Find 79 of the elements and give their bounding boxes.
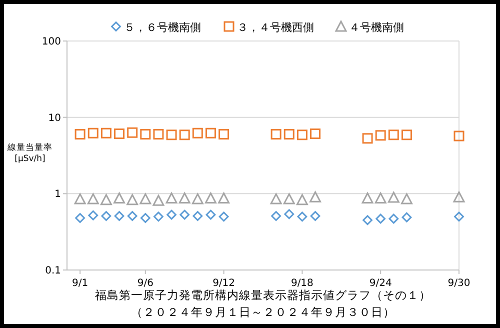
legend-label: ５，６号機南側 (124, 21, 201, 34)
point (75, 213, 86, 223)
point (100, 194, 112, 206)
legend-label: ３，４号機西側 (237, 21, 314, 34)
point (375, 130, 386, 141)
text: （２０２４年９月１日～２０２４年９月３０日） (131, 305, 395, 319)
point (362, 192, 374, 204)
point (166, 130, 177, 140)
point (218, 212, 229, 222)
point (297, 212, 308, 222)
point (192, 128, 203, 138)
point (218, 192, 230, 204)
point (114, 128, 125, 139)
y-tick-label: 1 (54, 189, 61, 200)
point (204, 192, 216, 204)
point (454, 212, 464, 222)
point (152, 194, 164, 206)
text: 福島第一原子力発電所構内線量表示器指示値グラフ（その１） (95, 288, 431, 302)
point (140, 213, 150, 223)
x-tick-label: 9/1 (72, 278, 88, 289)
point (101, 211, 112, 221)
point (153, 129, 164, 140)
point (74, 193, 86, 204)
point (284, 209, 294, 220)
point (388, 192, 400, 203)
point (192, 193, 204, 204)
point (310, 128, 321, 139)
point (88, 128, 98, 138)
point (362, 133, 373, 144)
point (271, 211, 282, 221)
point (310, 191, 322, 202)
point (453, 191, 465, 202)
point (127, 127, 138, 138)
legend-label: ４号機南側 (349, 21, 404, 34)
point (166, 192, 178, 204)
point (206, 210, 216, 220)
point (166, 210, 176, 220)
point (296, 194, 308, 206)
point (205, 128, 216, 138)
y-axis-title: 線量当量率[μSv/h] (6, 142, 52, 164)
point (180, 210, 190, 220)
point (401, 130, 412, 140)
point (376, 214, 386, 224)
point (154, 212, 164, 222)
point (400, 193, 412, 204)
point (74, 129, 86, 140)
point (126, 194, 138, 206)
point (454, 130, 464, 142)
x-tick-label: 9/12 (212, 278, 236, 289)
point (140, 193, 152, 204)
x-tick-label: 9/6 (137, 278, 154, 289)
point (283, 193, 295, 204)
point (402, 212, 412, 222)
point (284, 129, 294, 140)
point (192, 211, 203, 221)
point (114, 211, 124, 221)
point (87, 193, 99, 204)
point (388, 130, 399, 140)
point (127, 211, 138, 221)
point (100, 128, 112, 138)
x-tick-label: 9/30 (448, 278, 470, 289)
point (140, 129, 151, 140)
point (270, 193, 282, 204)
y-tick-label: 10 (48, 112, 61, 124)
point (374, 192, 386, 204)
point (88, 210, 98, 220)
point (310, 211, 320, 221)
point (178, 192, 190, 204)
point (388, 214, 399, 224)
point (179, 130, 190, 140)
point (218, 129, 230, 140)
point (270, 129, 282, 140)
y-tick-label: 0.1 (45, 266, 61, 276)
point (362, 215, 372, 226)
point (114, 192, 126, 204)
x-tick-label: 9/18 (290, 278, 314, 289)
x-tick-label: 9/24 (369, 278, 392, 289)
point (296, 130, 308, 140)
y-tick-label: 100 (42, 36, 61, 48)
